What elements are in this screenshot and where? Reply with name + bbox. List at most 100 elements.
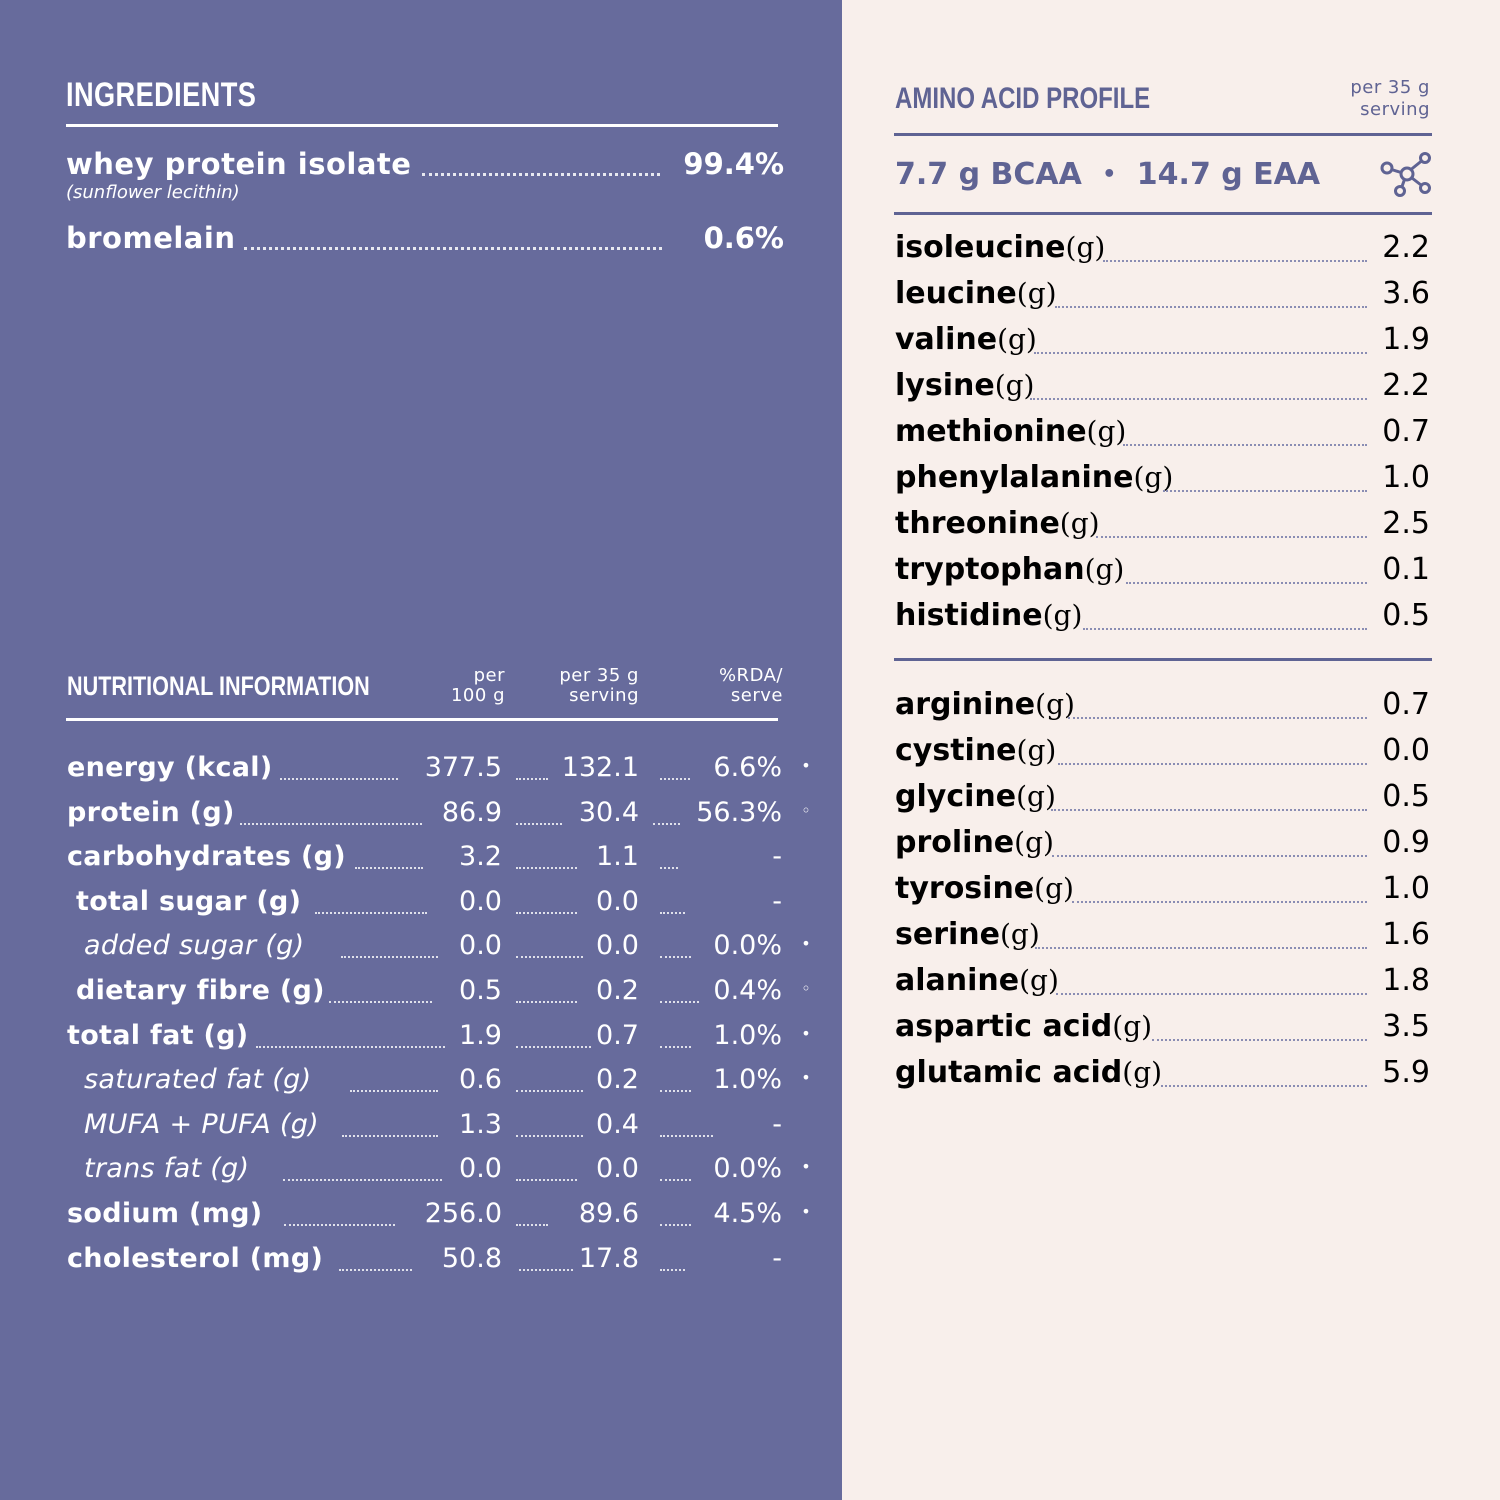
per-100g-value: 0.0 <box>459 885 502 917</box>
dot-leader <box>660 776 690 780</box>
dot-leader <box>516 865 577 870</box>
nutrition-label: dietary fibre (g) <box>76 975 325 1006</box>
amino-label: valine <box>895 322 998 357</box>
nutrition-row: sodium (mg) 256.0 89.6 4.5% • <box>0 1198 842 1238</box>
amino-name: cystine(g) <box>895 733 1056 768</box>
amino-name: proline(g) <box>895 825 1054 860</box>
per-100g-value: 256.0 <box>424 1198 502 1229</box>
dot-leader <box>1051 807 1367 811</box>
per-100g-value: 50.8 <box>441 1242 502 1274</box>
dot-leader <box>350 1088 438 1093</box>
nutrition-row: energy (kcal) 377.5 132.1 6.6% • <box>0 752 842 792</box>
rda-marker: • <box>801 756 811 775</box>
amino-name: glutamic acid(g) <box>895 1055 1162 1090</box>
dot-leader <box>660 910 685 914</box>
nutrition-row: carbohydrates (g) 3.2 1.1 - <box>0 841 842 881</box>
amino-row: tyrosine(g) 1.0 <box>895 871 1430 911</box>
amino-row: serine(g) 1.6 <box>895 917 1430 957</box>
amino-value: 0.9 <box>1382 825 1430 860</box>
rda-marker: • <box>801 1068 811 1088</box>
per-100g-value: 377.5 <box>424 752 502 783</box>
ingredient-note: (sunflower lecithin) <box>66 182 240 203</box>
per-serving-value: 1.1 <box>596 841 639 873</box>
dot-leader <box>240 821 422 825</box>
amino-label: tyrosine <box>895 871 1035 906</box>
nutrition-row: saturated fat (g) 0.6 0.2 1.0% • <box>0 1064 842 1104</box>
per-serving-value: 0.2 <box>596 975 639 1006</box>
nutrition-label: cholesterol (mg) <box>67 1242 324 1274</box>
amino-value: 1.6 <box>1382 917 1430 952</box>
per-100g-value: 3.2 <box>459 841 502 873</box>
dot-leader <box>516 1088 583 1093</box>
amino-unit: (g) <box>1016 780 1056 813</box>
dot-leader <box>1034 350 1367 354</box>
dot-leader <box>339 1267 412 1271</box>
dot-leader <box>516 999 577 1003</box>
rda-marker: • <box>801 1023 811 1043</box>
amino-row: histidine(g) 0.5 <box>895 598 1430 638</box>
amino-unit: (g) <box>1019 964 1059 997</box>
dot-leader <box>355 865 423 870</box>
dot-leader <box>1161 1083 1367 1087</box>
amino-row: leucine(g) 3.6 <box>895 276 1430 316</box>
dot-leader <box>660 865 678 870</box>
dot-leader <box>1035 945 1367 949</box>
rda-value: - <box>772 885 782 917</box>
nutrition-label: saturated fat (g) <box>84 1064 312 1096</box>
amino-divider <box>894 133 1432 136</box>
amino-name: aspartic acid(g) <box>895 1009 1152 1044</box>
dot-leader <box>660 1088 691 1093</box>
amino-name: alanine(g) <box>895 963 1059 998</box>
dot-leader <box>660 1044 691 1048</box>
dot-leader <box>660 954 691 959</box>
rda-value: 1.0% <box>713 1064 782 1096</box>
amino-row: alanine(g) 1.8 <box>895 963 1430 1003</box>
rda-marker: • <box>801 934 811 954</box>
amino-unit: (g) <box>1016 277 1057 310</box>
amino-label: threonine <box>895 506 1060 541</box>
nutrition-label: trans fat (g) <box>84 1153 250 1185</box>
nutrition-row: protein (g) 86.9 30.4 56.3% ◦ <box>0 797 842 837</box>
ingredient-label: bromelain <box>66 221 236 255</box>
amino-row: phenylalanine(g) 1.0 <box>895 460 1430 500</box>
nutrition-label: sodium (mg) <box>67 1198 263 1229</box>
summary-separator: • <box>1102 162 1117 187</box>
dot-leader <box>516 910 577 914</box>
amino-name: arginine(g) <box>895 687 1075 722</box>
dot-leader <box>660 999 699 1003</box>
amino-value: 0.5 <box>1382 779 1430 814</box>
dot-leader <box>280 776 398 780</box>
amino-row: lysine(g) 2.2 <box>895 368 1430 408</box>
amino-name: glycine(g) <box>895 779 1056 814</box>
dot-leader <box>1163 488 1367 492</box>
amino-unit: (g) <box>1035 688 1075 721</box>
rda-value: 6.6% <box>713 752 782 783</box>
amino-divider <box>894 658 1432 661</box>
rda-marker: • <box>801 1157 811 1177</box>
amino-value: 2.5 <box>1382 506 1430 541</box>
rda-value: 1.0% <box>713 1019 782 1051</box>
dot-leader <box>516 776 548 780</box>
dot-leader <box>1056 991 1367 995</box>
amino-name: serine(g) <box>895 917 1040 952</box>
per-serving-value: 0.4 <box>596 1108 639 1140</box>
ingredient-value: 0.6% <box>703 221 784 255</box>
amino-row: proline(g) 0.9 <box>895 825 1430 865</box>
nutrition-row: added sugar (g) 0.0 0.0 0.0% • <box>0 930 842 970</box>
bcaa-value: 7.7 g BCAA <box>895 157 1082 192</box>
amino-label: aspartic acid <box>895 1009 1113 1044</box>
dot-leader <box>1152 1037 1367 1041</box>
amino-row: tryptophan(g) 0.1 <box>895 552 1430 592</box>
amino-unit: (g) <box>1059 507 1100 540</box>
amino-name: histidine(g) <box>895 598 1082 633</box>
rda-value: 4.5% <box>713 1198 782 1229</box>
amino-unit: (g) <box>1014 826 1054 859</box>
rda-marker: ◦ <box>801 979 811 998</box>
per-serving-value: 0.0 <box>596 885 639 917</box>
nutrition-label: carbohydrates (g) <box>67 841 346 873</box>
nutrition-divider <box>66 718 778 721</box>
dot-leader <box>342 1133 438 1137</box>
amino-value: 3.6 <box>1382 276 1430 311</box>
amino-name: lysine(g) <box>895 368 1034 403</box>
rda-marker: ◦ <box>801 800 811 820</box>
